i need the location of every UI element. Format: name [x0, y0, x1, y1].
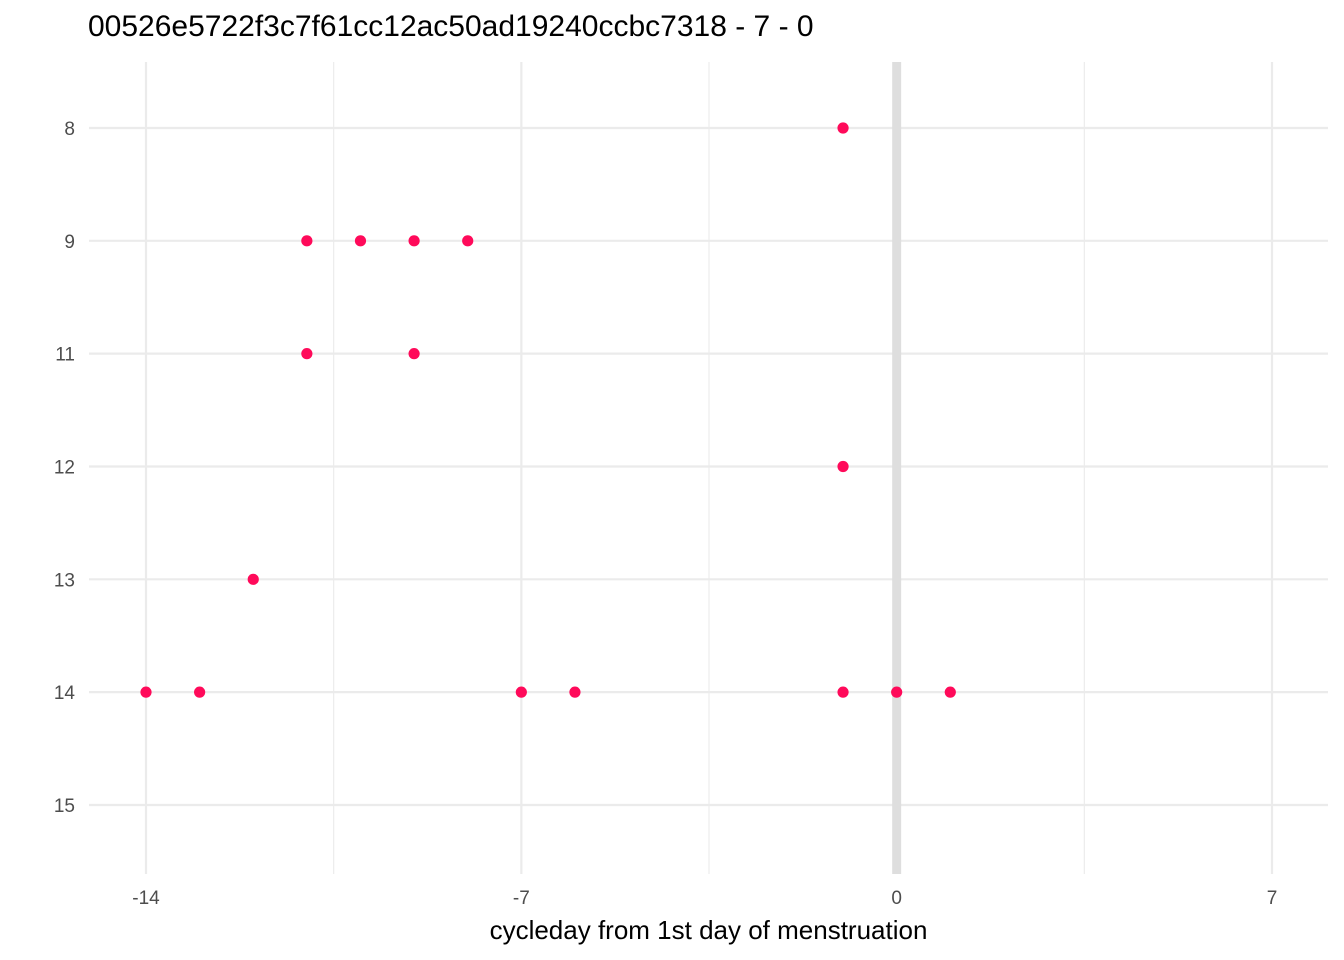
data-point-0-2	[354, 235, 367, 247]
x-tick-label-1: -7	[513, 888, 530, 909]
y-tick-label-12: 12	[54, 457, 75, 478]
y-tick-label-8: 8	[64, 119, 75, 140]
data-point-0-13	[837, 686, 849, 698]
data-point-0-1	[301, 235, 313, 247]
y-tick-label-9: 9	[64, 232, 75, 253]
x-tick-label-2: 0	[891, 888, 902, 909]
data-point-0-12	[569, 686, 581, 698]
y-tick-label-14: 14	[54, 683, 76, 704]
data-point-0-7	[837, 460, 849, 473]
x-tick-label-0: -14	[132, 888, 160, 909]
y-tick-label-13: 13	[54, 570, 75, 591]
data-point-0-3	[408, 235, 420, 247]
y-tick-label-15: 15	[54, 796, 75, 817]
x-axis-title: cycleday from 1st day of menstruation	[490, 915, 928, 945]
data-point-0-14	[891, 686, 903, 698]
data-point-0-6	[408, 348, 420, 360]
data-point-0-0	[837, 122, 849, 134]
x-tick-label-3: 7	[1267, 888, 1278, 909]
y-tick-label-11: 11	[55, 345, 75, 366]
points-layer	[140, 122, 956, 698]
data-point-0-15	[944, 686, 956, 698]
data-point-0-4	[462, 235, 474, 247]
data-point-0-8	[247, 573, 259, 585]
data-point-0-5	[301, 348, 313, 360]
chart-title: 00526e5722f3c7f61cc12ac50ad19240ccbc7318…	[88, 10, 814, 43]
data-point-0-9	[140, 686, 152, 698]
grid-layer	[89, 62, 1328, 874]
data-point-0-11	[515, 686, 527, 698]
tick-labels-layer: -14 -7 0 7 8 9 11 12 13 14 15	[54, 119, 1277, 909]
data-point-0-10	[194, 686, 206, 698]
